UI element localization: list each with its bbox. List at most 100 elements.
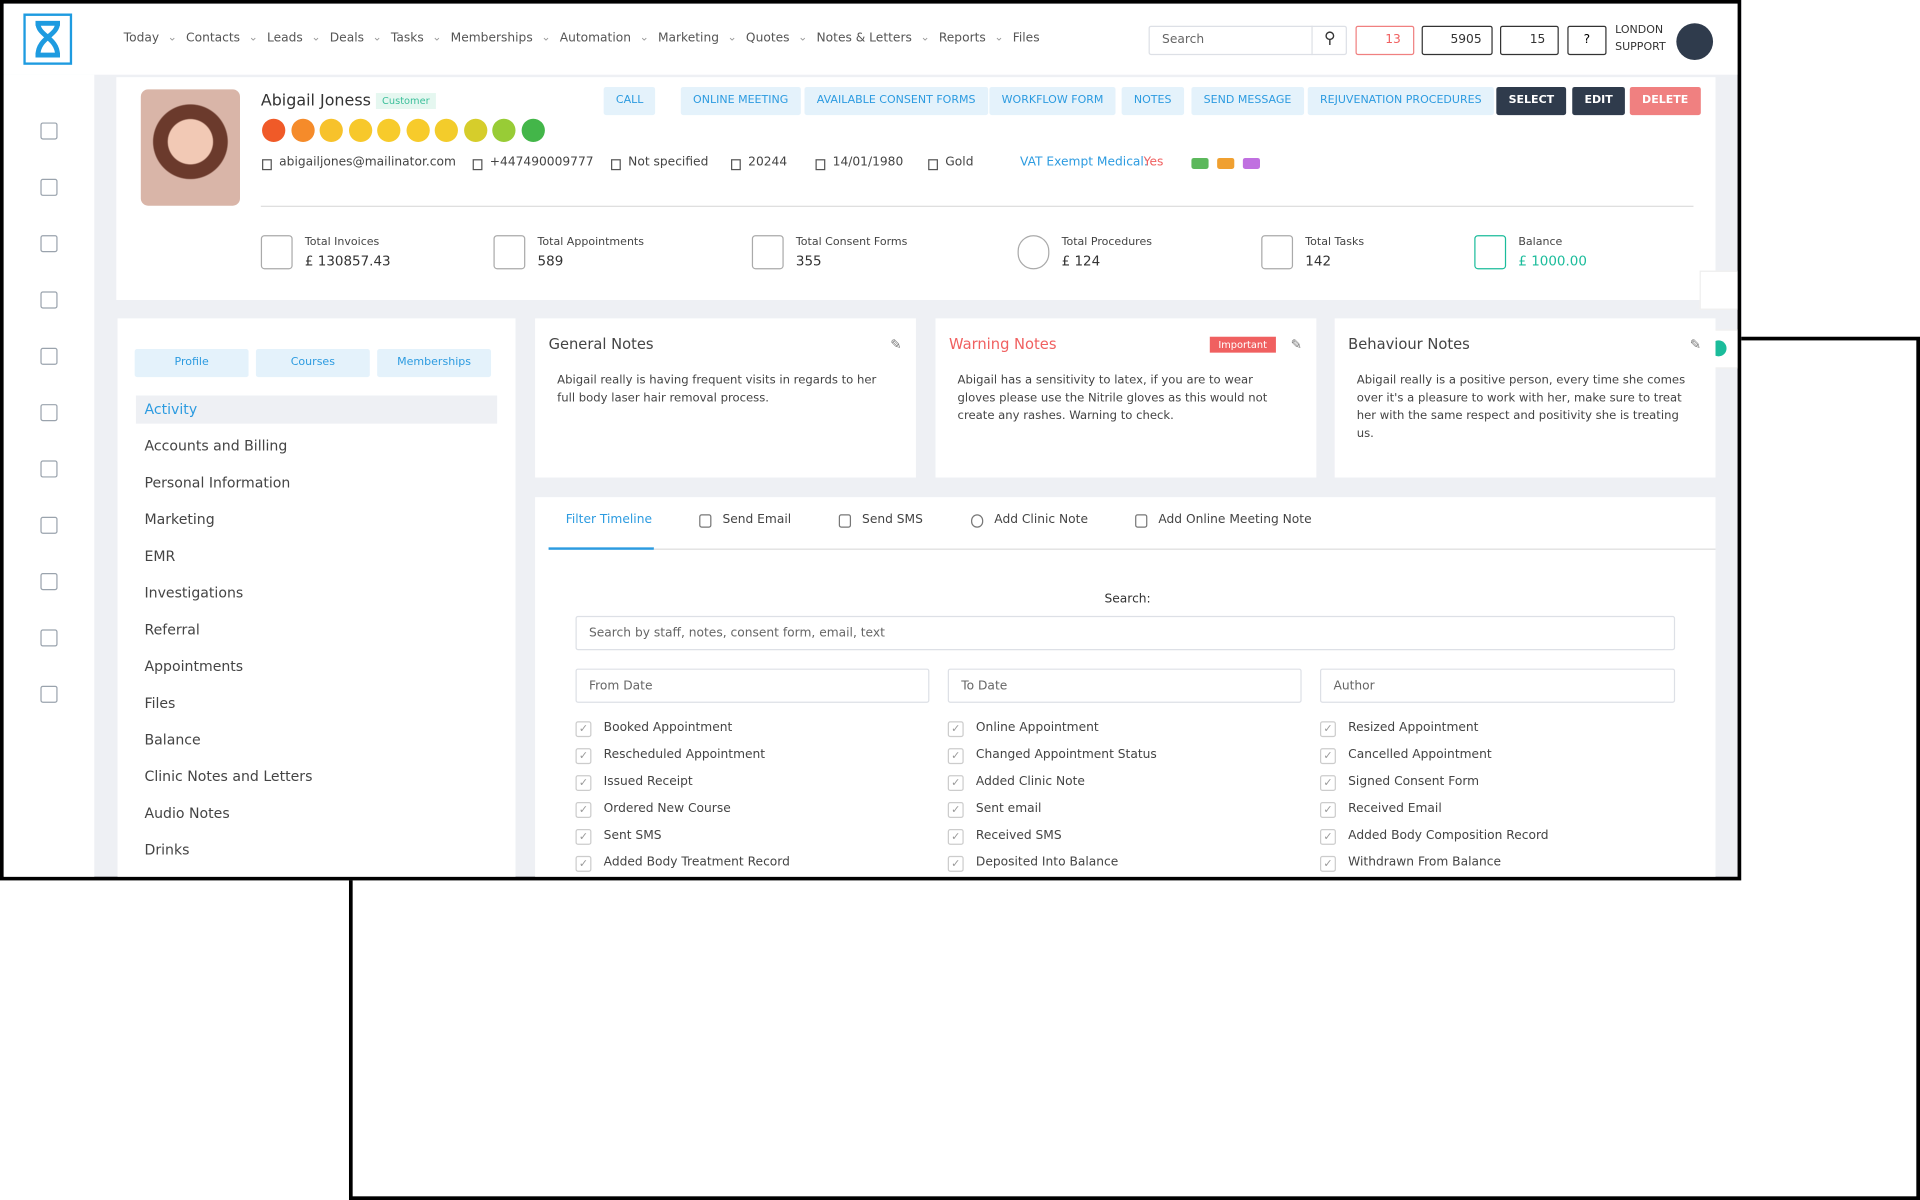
side-icon[interactable] bbox=[40, 235, 58, 253]
action-btn[interactable]: NOTES bbox=[1121, 86, 1184, 116]
menu-item[interactable]: Files bbox=[144, 694, 176, 712]
from-date[interactable]: From Date bbox=[575, 668, 930, 703]
to-date[interactable]: To Date bbox=[947, 668, 1302, 703]
checkbox[interactable]: ✓ bbox=[1320, 828, 1336, 845]
side-icon[interactable] bbox=[40, 122, 58, 140]
timeline-tab[interactable]: Add Clinic Note bbox=[994, 513, 1089, 527]
edit-icon[interactable]: ✎ bbox=[890, 336, 902, 353]
menu-item[interactable]: Balance bbox=[144, 731, 201, 749]
search-box[interactable]: Search bbox=[1148, 25, 1347, 56]
search-btn[interactable]: ⚲ bbox=[1311, 25, 1347, 56]
nav-item[interactable]: Files bbox=[1012, 31, 1040, 46]
action-btn[interactable]: CALL bbox=[603, 86, 656, 116]
action-btn[interactable]: DELETE bbox=[1629, 86, 1701, 116]
edit-icon[interactable]: ✎ bbox=[1290, 336, 1302, 353]
author[interactable]: Author bbox=[1320, 668, 1676, 703]
timeline-tab[interactable]: Send SMS bbox=[862, 513, 923, 527]
side-icon[interactable] bbox=[40, 291, 58, 309]
action-btn[interactable]: EDIT bbox=[1572, 86, 1626, 116]
menu-item[interactable]: Personal Information bbox=[144, 473, 291, 492]
menu-item[interactable]: Drinks bbox=[144, 841, 190, 859]
sidebar-tab[interactable]: Memberships bbox=[377, 348, 492, 378]
side-icon[interactable] bbox=[40, 573, 58, 591]
side-icon[interactable] bbox=[40, 178, 58, 196]
checkbox[interactable]: ✓ bbox=[575, 828, 592, 845]
menu-item[interactable]: Accounts and Billing bbox=[144, 437, 288, 455]
side-icon[interactable] bbox=[40, 347, 58, 365]
menu-item[interactable]: Clinic Notes and Letters bbox=[144, 767, 313, 785]
menu-item[interactable]: Marketing bbox=[144, 510, 215, 528]
action-btn[interactable]: SEND MESSAGE bbox=[1191, 86, 1304, 116]
mood-face[interactable] bbox=[492, 118, 516, 143]
mood-face[interactable] bbox=[348, 118, 372, 143]
menu-item[interactable]: EMR bbox=[144, 547, 176, 565]
checkbox[interactable]: ✓ bbox=[575, 748, 592, 765]
nav-item[interactable]: Tasks bbox=[390, 31, 424, 46]
nav-item[interactable]: Notes & Letters bbox=[816, 31, 912, 46]
side-icon[interactable] bbox=[40, 629, 58, 647]
edit-icon[interactable]: ✎ bbox=[1689, 336, 1702, 353]
checkbox[interactable]: ✓ bbox=[1320, 748, 1336, 765]
menu-item[interactable]: Investigations bbox=[144, 584, 244, 602]
nav-item[interactable]: Today bbox=[123, 31, 160, 46]
mood-face[interactable] bbox=[463, 118, 487, 143]
phone-badge[interactable]: 5905 bbox=[1421, 25, 1493, 56]
mood-face[interactable] bbox=[434, 118, 458, 143]
sidebar-tab[interactable]: Profile bbox=[134, 348, 249, 378]
menu-item[interactable]: Appointments bbox=[144, 657, 244, 675]
menu-item[interactable]: Audio Notes bbox=[144, 804, 230, 822]
side-icon[interactable] bbox=[40, 685, 58, 703]
checkbox[interactable]: ✓ bbox=[1320, 855, 1336, 872]
action-btn[interactable]: SELECT bbox=[1496, 86, 1567, 116]
checkbox[interactable]: ✓ bbox=[947, 721, 964, 738]
action-btn[interactable]: ONLINE MEETING bbox=[680, 86, 801, 116]
checkbox[interactable]: ✓ bbox=[947, 802, 964, 818]
mood-face[interactable] bbox=[290, 118, 315, 143]
checkbox[interactable]: ✓ bbox=[575, 775, 592, 792]
nav-item[interactable]: Memberships bbox=[450, 31, 533, 46]
nav-item[interactable]: Marketing bbox=[657, 31, 719, 46]
checkbox[interactable]: ✓ bbox=[947, 775, 964, 792]
nav-item[interactable]: Leads bbox=[266, 31, 303, 46]
nav-item[interactable]: Quotes bbox=[745, 31, 790, 46]
mood-face[interactable] bbox=[262, 118, 286, 143]
checkbox[interactable]: ✓ bbox=[575, 855, 592, 872]
checkbox[interactable]: ✓ bbox=[947, 828, 964, 845]
nav-item[interactable]: Deals bbox=[329, 31, 364, 46]
timeline-tab[interactable]: Add Online Meeting Note bbox=[1158, 513, 1312, 527]
mail-badge[interactable]: 13 bbox=[1355, 25, 1415, 56]
mood-face[interactable] bbox=[377, 118, 401, 143]
timeline-search[interactable]: Search by staff, notes, consent form, em… bbox=[575, 615, 1676, 651]
checkbox[interactable]: ✓ bbox=[947, 748, 964, 765]
tab-icon bbox=[1135, 514, 1148, 528]
menu-item[interactable]: Activity bbox=[135, 395, 498, 424]
side-icon[interactable] bbox=[40, 516, 58, 534]
checkbox[interactable]: ✓ bbox=[575, 802, 592, 818]
checkbox[interactable]: ✓ bbox=[947, 855, 964, 872]
checkbox[interactable]: ✓ bbox=[1320, 802, 1336, 818]
action-btn[interactable]: REJUVENATION PROCEDURES bbox=[1307, 86, 1494, 116]
nav-item[interactable]: Automation bbox=[559, 31, 632, 46]
nav-item[interactable]: Reports bbox=[938, 31, 986, 46]
timeline-tab[interactable]: Filter Timeline bbox=[565, 513, 653, 527]
menu-item[interactable]: Referral bbox=[144, 620, 200, 638]
timeline-tab[interactable]: Send Email bbox=[722, 513, 792, 527]
checkbox[interactable]: ✓ bbox=[1320, 721, 1336, 738]
nav-item[interactable]: Contacts bbox=[186, 31, 241, 46]
checkbox[interactable]: ✓ bbox=[1320, 775, 1336, 792]
tasks-badge[interactable]: 15 bbox=[1500, 25, 1559, 56]
mood-face[interactable] bbox=[405, 118, 430, 143]
mood-face[interactable] bbox=[521, 118, 545, 143]
divider bbox=[260, 205, 1694, 207]
help-btn[interactable]: ? bbox=[1567, 25, 1607, 56]
mood-face[interactable] bbox=[319, 118, 343, 143]
float-cart[interactable] bbox=[1699, 270, 1738, 310]
avatar[interactable] bbox=[1676, 23, 1714, 61]
action-btn[interactable]: WORKFLOW FORM bbox=[989, 86, 1116, 116]
side-icon[interactable] bbox=[40, 404, 58, 422]
action-btn[interactable]: AVAILABLE CONSENT FORMS bbox=[804, 86, 988, 116]
sidebar-tab[interactable]: Courses bbox=[255, 348, 370, 378]
side-icon[interactable] bbox=[40, 460, 58, 478]
checkbox[interactable]: ✓ bbox=[575, 721, 592, 738]
